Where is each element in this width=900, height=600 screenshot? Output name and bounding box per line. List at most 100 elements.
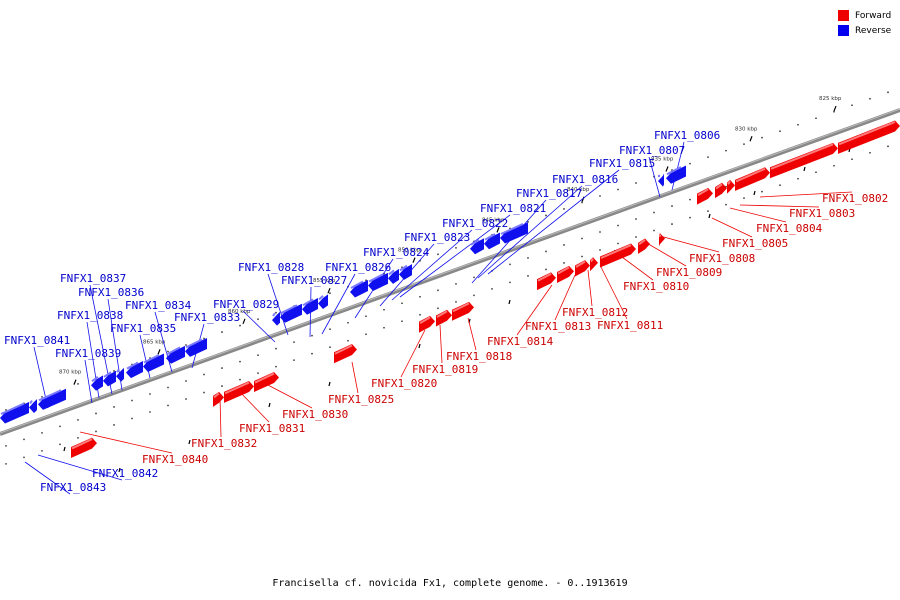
gene-arrow-fnfx1-0829[interactable] [272, 311, 280, 326]
gene-label[interactable]: FNFX1_0825 [328, 393, 394, 406]
gene-label[interactable]: FNFX1_0815 [589, 157, 655, 170]
scale-dot [131, 399, 133, 402]
gene-label[interactable]: FNFX1_0841 [4, 334, 70, 347]
gene-arrow-fnfx1-0826[interactable] [318, 294, 328, 310]
gene-label[interactable]: FNFX1_0832 [191, 437, 257, 450]
gene-label[interactable]: FNFX1_0823 [404, 231, 470, 244]
gene-arrow-fnfx1-0802[interactable] [838, 120, 900, 154]
gene-label[interactable]: FNFX1_0824 [363, 246, 430, 259]
gene-label[interactable]: FNFX1_0836 [78, 286, 144, 299]
scale-dot [221, 331, 223, 333]
gene-label[interactable]: FNFX1_0843 [40, 481, 106, 494]
axis-tick [749, 136, 753, 142]
gene-label[interactable]: FNFX1_0810 [623, 280, 689, 293]
gene-arrow-fnfx1-0811[interactable] [590, 257, 598, 272]
gene-arrow-fnfx1-0812[interactable] [575, 260, 590, 277]
gene-label[interactable]: FNFX1_0814 [487, 335, 554, 348]
gene-label[interactable]: FNFX1_0821 [480, 202, 546, 215]
scale-dot [383, 308, 385, 311]
gene-label[interactable]: FNFX1_0818 [446, 350, 512, 363]
gene-label[interactable]: FNFX1_0804 [756, 222, 823, 235]
gene-arrow-fnfx1-0827[interactable] [302, 298, 318, 315]
gene-arrow-fnfx1-0822[interactable] [388, 268, 399, 284]
gene-arrow-fnfx1-0832[interactable] [213, 391, 224, 407]
gene-arrow-fnfx1-0841[interactable] [38, 388, 66, 410]
gene-arrow-fnfx1-0804[interactable] [715, 182, 727, 199]
gene-label[interactable]: FNFX1_0839 [55, 347, 121, 360]
gene-label[interactable]: FNFX1_0830 [282, 408, 348, 421]
scale-dot [509, 281, 511, 284]
gene-arrow-fnfx1-0842[interactable] [29, 399, 37, 414]
gene-arrow-fnfx1-0838[interactable] [103, 370, 116, 387]
gene-arrow-fnfx1-0828[interactable] [280, 303, 302, 323]
gene-arrow-fnfx1-0816[interactable] [484, 232, 500, 250]
gene-arrow-fnfx1-0836[interactable] [126, 361, 143, 379]
gene-label[interactable]: FNFX1_0842 [92, 467, 158, 480]
gene-label[interactable]: FNFX1_0827 [281, 274, 347, 287]
gene-arrow-fnfx1-0813[interactable] [557, 265, 574, 283]
gene-arrow-fnfx1-0839[interactable] [71, 437, 97, 458]
gene-arrow-fnfx1-0806[interactable] [666, 165, 686, 184]
gene-arrow-fnfx1-0802[interactable] [770, 142, 838, 179]
gene-label[interactable]: FNFX1_0817 [516, 187, 582, 200]
gene-arrow-fnfx1-0821[interactable] [399, 264, 412, 280]
gene-label[interactable]: FNFX1_0837 [60, 272, 126, 285]
gene-label[interactable]: FNFX1_0819 [412, 363, 478, 376]
gene-arrow-fnfx1-0803[interactable] [735, 167, 770, 191]
gene-arrow-fnfx1-0807[interactable] [658, 173, 664, 187]
gene-label[interactable]: FNFX1_0833 [174, 311, 240, 324]
gene-arrow-fnfx1-0834[interactable] [166, 345, 185, 364]
gene-arrow-fnfx1-0808[interactable] [659, 233, 665, 247]
gene-label[interactable]: FNFX1_0820 [371, 377, 437, 390]
gene-label[interactable]: FNFX1_0802 [822, 192, 888, 205]
gene-arrow-fnfx1-0843[interactable] [0, 402, 29, 424]
gene-arrow-fnfx1-0823[interactable] [368, 272, 388, 292]
scale-dot [851, 104, 853, 107]
gene-arrow-fnfx1-0831[interactable] [224, 381, 254, 403]
gene-arrow-fnfx1-0837[interactable] [116, 367, 124, 382]
scale-dot [275, 311, 277, 314]
scale-dot [689, 198, 691, 201]
gene-label[interactable]: FNFX1_0834 [125, 299, 192, 312]
gene-arrow-fnfx1-0814[interactable] [537, 272, 556, 291]
gene-label[interactable]: FNFX1_0838 [57, 309, 123, 322]
gene-arrow-fnfx1-0840[interactable] [91, 375, 103, 391]
gene-arrow-fnfx1-0805[interactable] [697, 187, 713, 205]
gene-label[interactable]: FNFX1_0831 [239, 422, 305, 435]
gene-label[interactable]: FNFX1_0829 [213, 298, 279, 311]
gene-label[interactable]: FNFX1_0822 [442, 217, 508, 230]
gene-label[interactable]: FNFX1_0807 [619, 144, 685, 157]
gene-arrow-fnfx1-0810[interactable] [600, 243, 636, 268]
gene-label[interactable]: FNFX1_0813 [525, 320, 591, 333]
gene-arrow-fnfx1-0818[interactable] [452, 301, 474, 321]
gene-arrow-fnfx1-0820[interactable] [419, 315, 435, 333]
gene-arrow-fnfx1-0809[interactable] [638, 238, 650, 254]
gene-label[interactable]: FNFX1_0806 [654, 129, 720, 142]
leader-line [154, 311, 173, 373]
leader-line [219, 396, 222, 438]
gene-label[interactable]: FNFX1_0835 [110, 322, 176, 335]
gene-arrow-fnfx1-0817[interactable] [470, 238, 484, 255]
gene-label[interactable]: FNFX1_0803 [789, 207, 855, 220]
gene-label[interactable]: FNFX1_0811 [597, 319, 663, 332]
gene-label[interactable]: FNFX1_0828 [238, 261, 304, 274]
gene-arrow-fnfx1-0830[interactable] [254, 372, 279, 393]
gene-label[interactable]: FNFX1_0805 [722, 237, 788, 250]
gene-arrow-fnfx1-0835[interactable] [143, 353, 164, 373]
gene-label[interactable]: FNFX1_0812 [562, 306, 628, 319]
gene-arrow-fnfx1-0815[interactable] [500, 222, 528, 244]
gene-arrow-fnfx1-0804[interactable] [727, 179, 735, 194]
gene-label[interactable]: FNFX1_0816 [552, 173, 618, 186]
gene-label[interactable]: FNFX1_0840 [142, 453, 208, 466]
gene-arrow-fnfx1-0833[interactable] [185, 337, 207, 357]
gene-label[interactable]: FNFX1_0808 [689, 252, 755, 265]
gene-arrows [0, 120, 900, 458]
gene-label[interactable]: FNFX1_0809 [656, 266, 722, 279]
gene-arrow-fnfx1-0824[interactable] [350, 280, 368, 298]
gene-label[interactable]: FNFX1_0826 [325, 261, 391, 274]
gene-arrow-fnfx1-0819[interactable] [436, 309, 452, 327]
gene-arrow-fnfx1-0825[interactable] [334, 343, 357, 364]
scale-dot [725, 203, 727, 206]
axis-highlight [0, 108, 900, 434]
